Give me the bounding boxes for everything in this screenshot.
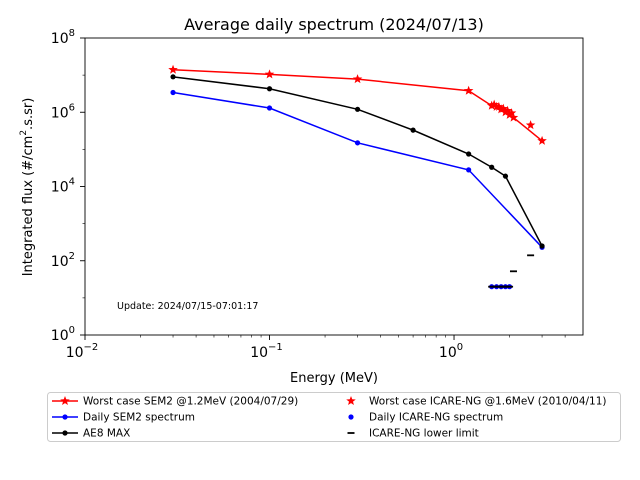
legend: Worst case SEM2 @1.2MeV (2004/07/29) Dail…	[47, 392, 621, 442]
data-point	[506, 108, 517, 118]
y-tick-label: 102	[51, 251, 75, 270]
data-point	[170, 89, 176, 96]
legend-label: Worst case ICARE-NG @1.6MeV (2010/04/11)	[369, 396, 607, 408]
data-point	[266, 86, 273, 92]
data-point	[498, 103, 509, 113]
x-axis-label: Energy (MeV)	[290, 371, 378, 386]
series-line	[172, 76, 543, 247]
y-axis-label-sup: 2	[19, 130, 29, 136]
chart-title: Average daily spectrum (2024/07/13)	[184, 15, 484, 34]
x-tick-label: 10−1	[250, 342, 283, 361]
data-point	[525, 120, 536, 130]
data-point	[264, 69, 275, 79]
x-tick-label: 10−2	[66, 342, 99, 361]
data-point	[537, 135, 547, 145]
data-point	[508, 112, 519, 122]
legend-item: Worst case SEM2 @1.2MeV (2004/07/29)	[52, 396, 298, 408]
legend-marker	[62, 430, 68, 436]
data-point	[486, 100, 497, 110]
y-axis-label-tail: .s.sr)	[21, 98, 36, 130]
legend-label: Daily SEM2 spectrum	[83, 412, 195, 424]
data-point	[502, 105, 513, 115]
legend-label: AE8 MAX	[83, 428, 130, 440]
legend-label: Worst case SEM2 @1.2MeV (2004/07/29)	[83, 396, 298, 408]
data-point	[466, 151, 472, 157]
legend-marker	[348, 414, 354, 420]
data-point	[266, 105, 273, 111]
legend-item: Worst case ICARE-NG @1.6MeV (2010/04/11)	[346, 396, 607, 408]
update-annotation: Update: 2024/07/15-07:01:17	[117, 301, 258, 312]
data-point	[170, 74, 176, 80]
series-3	[489, 99, 536, 130]
series-2	[170, 74, 545, 249]
data-point	[494, 101, 504, 111]
plot-frame	[84, 37, 584, 336]
legend-marker	[60, 396, 70, 406]
legend-box	[47, 392, 621, 442]
series-layer	[168, 64, 547, 290]
data-point	[354, 106, 361, 112]
data-point	[466, 167, 472, 173]
legend-marker	[62, 414, 68, 420]
y-tick-label: 108	[51, 28, 75, 47]
data-point	[410, 127, 416, 133]
legend-item: Daily ICARE-NG spectrum	[348, 412, 503, 424]
plot-area	[85, 38, 583, 335]
data-point	[502, 173, 509, 179]
legend-item: AE8 MAX	[52, 428, 130, 440]
data-point	[168, 64, 178, 74]
data-point	[352, 74, 363, 84]
legend-label: Daily ICARE-NG spectrum	[369, 412, 503, 424]
legend-marker	[346, 396, 356, 406]
data-point	[463, 85, 474, 95]
data-point	[489, 164, 495, 170]
axis-ticks: 10−2 10−1 100 100 102 104 106 108	[51, 28, 566, 361]
series-5	[488, 254, 535, 288]
plot-background	[85, 38, 583, 335]
y-tick-label: 100	[51, 325, 75, 344]
legend-label: ICARE-NG lower limit	[369, 428, 479, 440]
y-axis-label: Integrated flux (#/cm2.s.sr)	[19, 98, 36, 277]
legend-item: ICARE-NG lower limit	[347, 428, 479, 440]
y-axis-label-main: Integrated flux (#/cm	[21, 136, 36, 277]
y-tick-label: 106	[51, 102, 75, 121]
data-point	[354, 140, 361, 146]
legend-item: Daily SEM2 spectrum	[52, 412, 195, 424]
data-point	[539, 243, 545, 249]
data-point	[489, 99, 499, 109]
plot-border	[84, 37, 584, 336]
x-tick-label: 100	[439, 342, 463, 361]
y-tick-label: 104	[51, 177, 75, 196]
